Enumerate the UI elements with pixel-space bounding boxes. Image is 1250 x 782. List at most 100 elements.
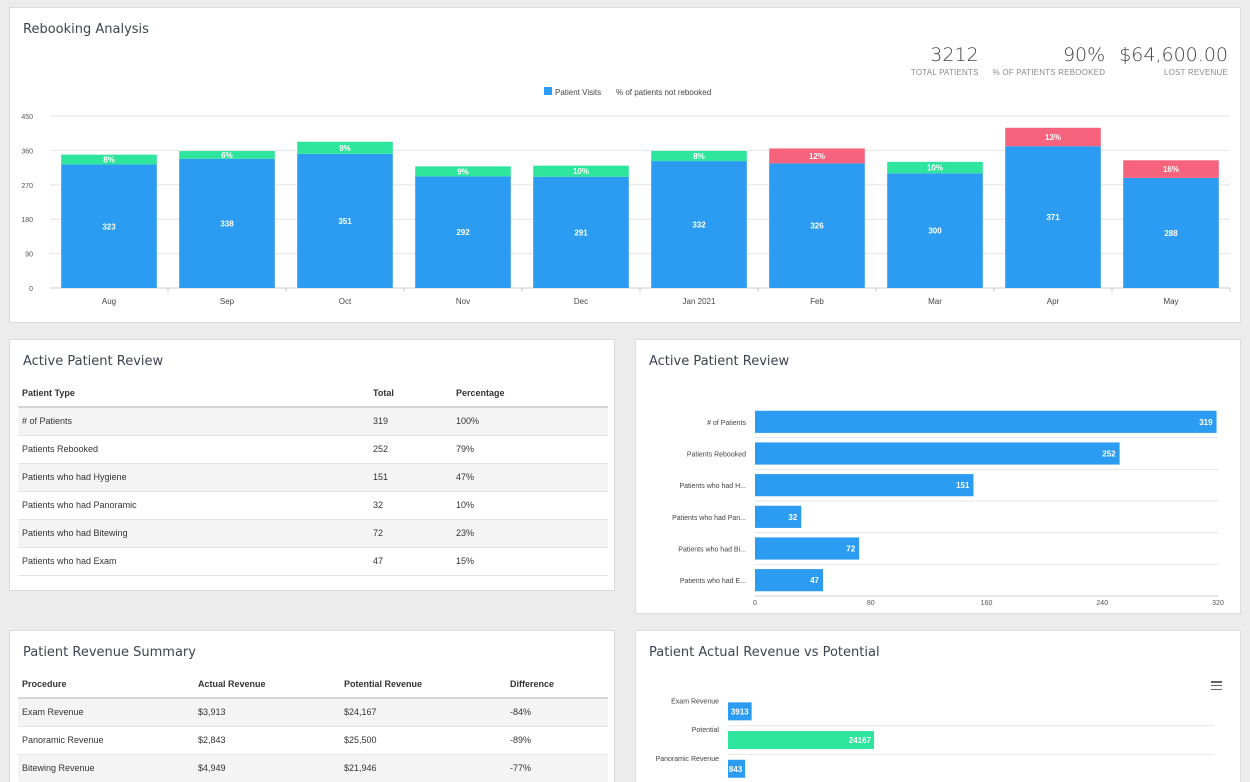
column-header: Actual Revenue	[194, 671, 340, 699]
table-cell: 23%	[452, 519, 608, 548]
table-cell: -77%	[506, 754, 608, 782]
legend-label: Patient Visits	[555, 88, 601, 97]
kpi-label: % OF PATIENTS REBOOKED	[992, 68, 1106, 77]
data-label: 9%	[339, 144, 351, 153]
table-row: Patients Rebooked 252 79%	[18, 435, 608, 464]
x-tick-label: 240	[1096, 600, 1108, 607]
table-cell: 72	[369, 519, 452, 548]
table-row: Patients who had Hygiene 151 47%	[18, 463, 608, 492]
category-label: Patients who had H...	[679, 483, 746, 490]
hamburger-menu-icon[interactable]	[1211, 681, 1222, 690]
kpi-total-patients: 3212 TOTAL PATIENTS	[911, 44, 979, 77]
column-header: Potential Revenue	[340, 671, 506, 699]
data-label: 24167	[849, 736, 872, 745]
bar	[755, 474, 974, 497]
x-tick-label: Nov	[456, 297, 470, 306]
rebooking-analysis-card: Rebooking Analysis 3212 TOTAL PATIENTS 9…	[9, 7, 1241, 323]
rebooking-chart: Patient Visits % of patients not rebooked…	[21, 87, 1231, 306]
table-cell: Patients who had Panoramic	[18, 491, 369, 520]
bar	[755, 442, 1120, 465]
table-row: Exam Revenue $3,913 $24,167 -84%	[18, 698, 608, 727]
bar-patient-visits	[651, 161, 747, 288]
bar-not-rebooked	[1005, 127, 1101, 147]
data-label: 291	[574, 228, 588, 237]
data-label: 47	[810, 576, 819, 585]
data-label: 288	[1164, 229, 1178, 238]
table-row: Patients who had Exam 47 15%	[18, 547, 608, 576]
kpi-lost-revenue: $64,600.00 LOST REVENUE	[1119, 44, 1228, 77]
category-label: Patients who had Bi...	[678, 547, 746, 554]
y-tick-label: 180	[21, 217, 33, 224]
bar	[755, 410, 1217, 433]
bar	[728, 702, 752, 721]
data-label: 12%	[809, 152, 825, 161]
active-review-chart-card: Active Patient Review 0 80 160 240 320 319 # o…	[635, 339, 1241, 614]
table-cell: 47	[369, 547, 452, 576]
x-tick-label: May	[1163, 297, 1178, 306]
table-cell: 32	[369, 491, 452, 520]
category-label: Potential	[692, 727, 720, 734]
bar-not-rebooked	[887, 161, 983, 174]
x-tick-label: Aug	[102, 297, 116, 306]
table-row: Patients who had Bitewing 72 23%	[18, 519, 608, 548]
bar-not-rebooked	[415, 166, 511, 177]
active-review-chart-title: Active Patient Review	[649, 354, 790, 369]
bar	[728, 759, 746, 778]
category-label: Patients who had Pan...	[672, 515, 746, 522]
column-header: Difference	[506, 671, 608, 699]
table-cell: $21,946	[340, 754, 506, 782]
table-cell: $3,913	[194, 698, 340, 727]
data-label: 332	[692, 221, 706, 230]
data-label: 351	[338, 217, 352, 226]
column-header: Patient Type	[18, 380, 369, 408]
revenue-chart-card: Patient Actual Revenue vs Potential 3913…	[635, 630, 1241, 782]
active-review-table-card: Active Patient Review Patient Type Total P…	[9, 339, 615, 591]
bar-not-rebooked	[297, 141, 393, 154]
data-label: 151	[956, 481, 970, 490]
data-label: 292	[456, 228, 470, 237]
bar-patient-visits	[61, 164, 157, 288]
data-label: 16%	[1163, 165, 1179, 174]
bar-not-rebooked	[769, 148, 865, 164]
kpi-rebooked: 90% % OF PATIENTS REBOOKED	[993, 44, 1106, 77]
bar-not-rebooked	[61, 154, 157, 165]
column-header: Total	[369, 380, 452, 408]
bar-patient-visits	[769, 163, 865, 288]
column-header: Percentage	[452, 380, 608, 408]
table-row: Panoramic Revenue $2,843 $25,500 -89%	[18, 726, 608, 755]
kpi-group: 3212 TOTAL PATIENTS 90% % OF PATIENTS RE…	[911, 44, 1228, 77]
table-row: Patients who had Panoramic 32 10%	[18, 491, 608, 520]
data-label: 10%	[927, 164, 943, 173]
revenue-chart-title: Patient Actual Revenue vs Potential	[649, 645, 880, 660]
table-cell: -89%	[506, 726, 608, 755]
data-label: 9%	[457, 167, 469, 176]
table-cell: Patients who had Hygiene	[18, 463, 369, 492]
x-tick-label: Oct	[339, 297, 352, 306]
revenue-table: Procedure Actual Revenue Potential Revenue…	[18, 671, 608, 782]
table-cell: Panoramic Revenue	[18, 726, 194, 755]
bar	[728, 731, 874, 750]
table-cell: $24,167	[340, 698, 506, 727]
table-cell: 10%	[452, 491, 608, 520]
bar-not-rebooked	[651, 150, 747, 162]
legend-label: % of patients not rebooked	[616, 88, 711, 97]
table-header-row: Patient Type Total Percentage	[18, 380, 608, 408]
kpi-value: $64,600.00	[1119, 44, 1228, 66]
x-tick-label: 0	[753, 600, 757, 607]
bar-patient-visits	[179, 158, 275, 288]
x-tick-label: Sep	[220, 297, 235, 306]
category-label: Patients Rebooked	[687, 452, 746, 459]
data-label: 300	[928, 227, 942, 236]
table-cell: $2,843	[194, 726, 340, 755]
data-label: 319	[1199, 418, 1213, 427]
bar-patient-visits	[887, 173, 983, 288]
table-row: Bitewing Revenue $4,949 $21,946 -77%	[18, 754, 608, 782]
y-tick-label: 270	[21, 183, 33, 190]
bar-patient-visits	[1005, 146, 1101, 288]
table-cell: 252	[369, 435, 452, 464]
table-cell: 151	[369, 463, 452, 492]
table-cell: 15%	[452, 547, 608, 576]
data-label: 843	[729, 765, 743, 774]
table-cell: Exam Revenue	[18, 698, 194, 727]
table-cell: Patients who had Bitewing	[18, 519, 369, 548]
